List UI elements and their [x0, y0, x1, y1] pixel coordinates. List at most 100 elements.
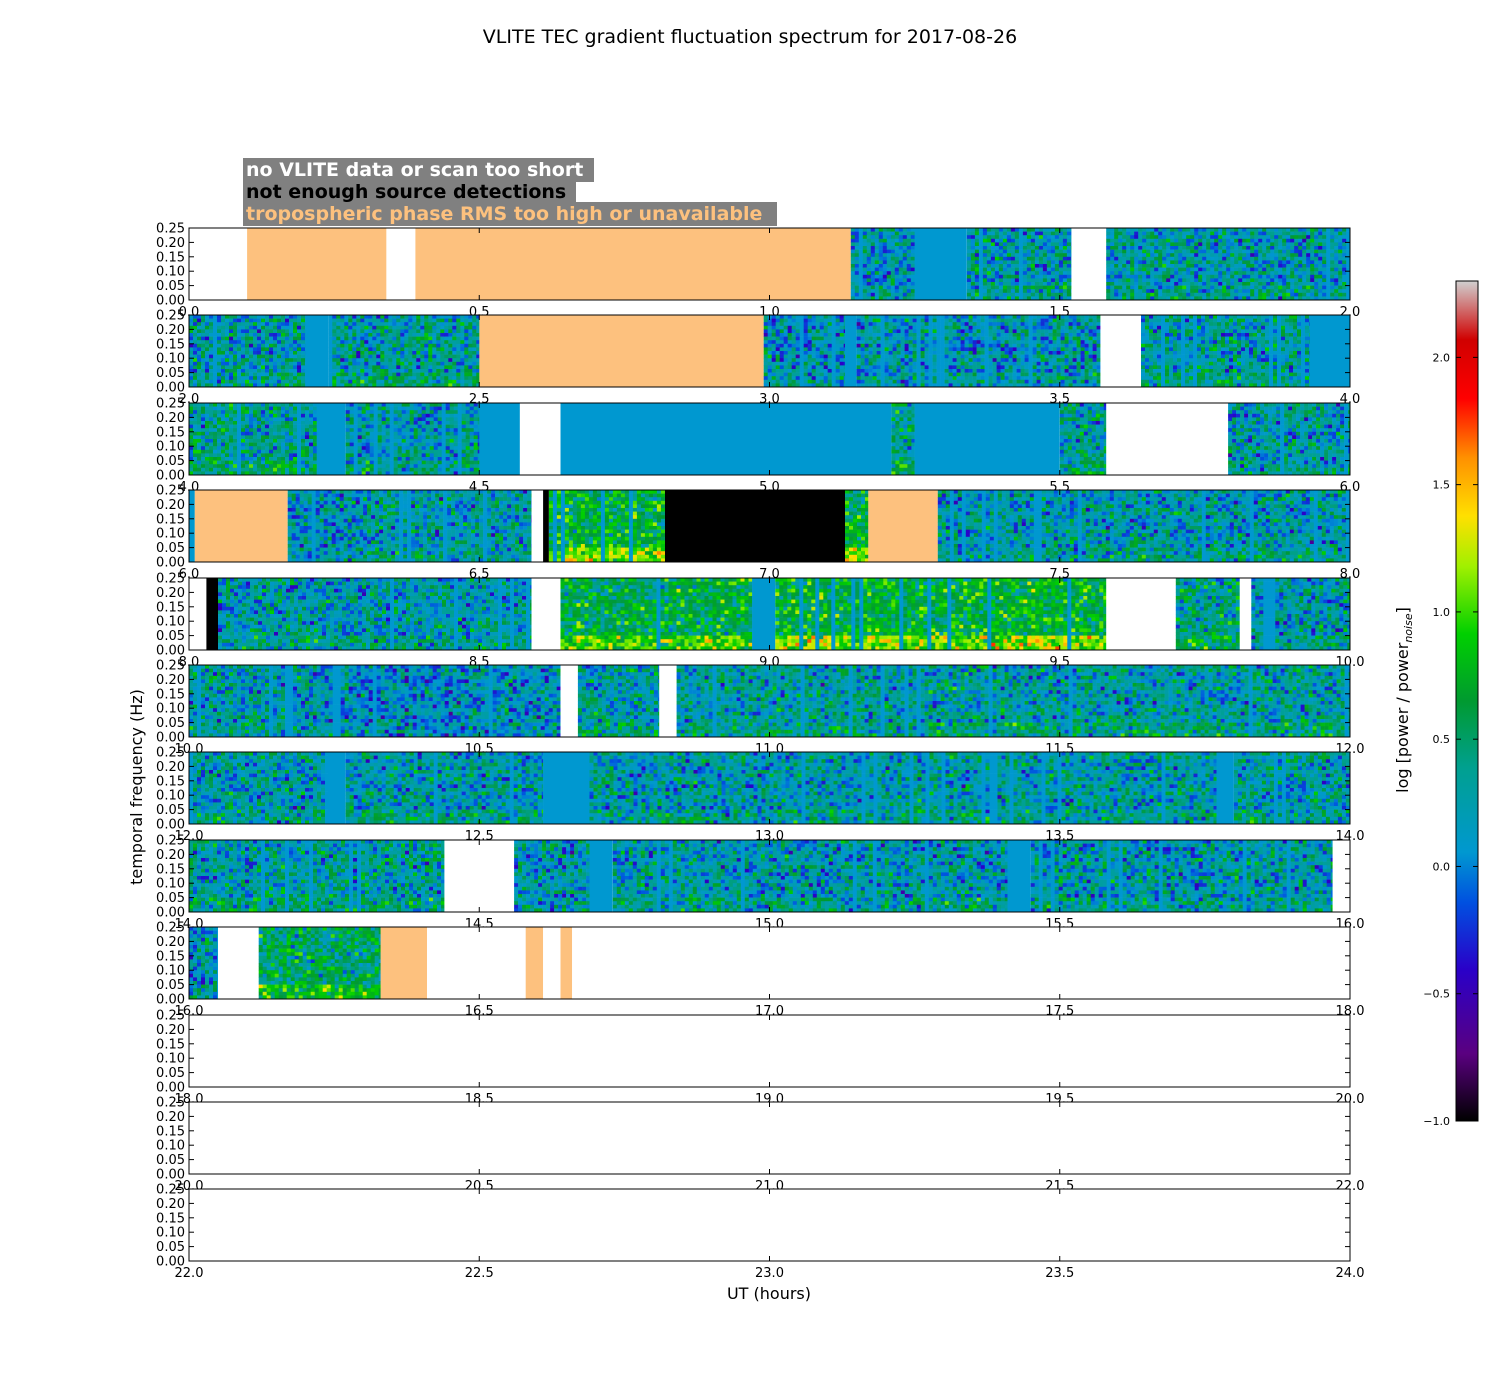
spectrum-cell [1146, 286, 1150, 290]
spectrum-cell [1055, 257, 1059, 261]
spectrum-cell [895, 257, 899, 261]
spectrum-cell [1055, 293, 1059, 297]
spectrum-cell [903, 282, 907, 286]
spectrum-cell [1326, 293, 1330, 297]
spectrum-cell [1134, 246, 1138, 250]
spectrum-cell [273, 362, 277, 366]
spectrum-cell [949, 347, 953, 351]
panels: 0.000.050.100.150.200.250.0 0.5 1.0 1.5 2.00… [156, 222, 1364, 1282]
spectrum-cell [772, 376, 776, 380]
spectrum-cell [237, 344, 241, 348]
spectrum-cell [440, 340, 444, 344]
spectrum-cell [1282, 235, 1286, 239]
spectrum-cell [1025, 351, 1029, 355]
spectrum-cell [861, 340, 865, 344]
spectrum-cell [201, 373, 205, 377]
spectrum-cell [780, 347, 784, 351]
spectrum-cell [879, 239, 883, 243]
spectrum-cell [889, 355, 893, 359]
spectrum-cell [1065, 355, 1069, 359]
spectrum-cell [991, 260, 995, 264]
spectrum-cell [873, 376, 877, 380]
spectrum-cell [907, 289, 911, 293]
spectrum-cell [217, 355, 221, 359]
spectrum-cell [1166, 260, 1170, 264]
spectrum-cell [1178, 264, 1182, 268]
spectrum-cell [1013, 365, 1017, 369]
spectrum-cell [1270, 282, 1274, 286]
spectrum-cell [1222, 275, 1226, 279]
spectrum-cell [933, 369, 937, 373]
spectrum-cell [1025, 347, 1029, 351]
spectrum-cell [1001, 344, 1005, 348]
spectrum-cell [233, 319, 237, 323]
spectrum-cell [784, 315, 788, 319]
spectrum-cell [241, 340, 245, 344]
spectrum-cell [1029, 376, 1033, 380]
spectrum-cell [832, 326, 836, 330]
spectrum-cell [832, 373, 836, 377]
spectrum-cell [764, 380, 768, 384]
spectrum-cell [1015, 282, 1019, 286]
spectrum-cell [1266, 257, 1270, 261]
spectrum-cell [1150, 268, 1154, 272]
spectrum-cell [1330, 271, 1334, 275]
spectrum-cell [328, 355, 332, 359]
spectrum-cell [1182, 282, 1186, 286]
spectrum-cell [1049, 326, 1053, 330]
spectrum-cell [855, 250, 859, 254]
spectrum-cell [953, 362, 957, 366]
spectrum-cell [975, 232, 979, 236]
spectrum-cell [1250, 228, 1254, 232]
spectrum-cell [1039, 242, 1043, 246]
spectrum-cell [871, 253, 875, 257]
spectrum-cell [348, 358, 352, 362]
spectrum-cell [820, 380, 824, 384]
spectrum-cell [812, 340, 816, 344]
spectrum-cell [895, 264, 899, 268]
spectrum-cell [197, 344, 201, 348]
spectrum-cell [1067, 246, 1071, 250]
spectrum-cell [1334, 268, 1338, 272]
spectrum-cell [189, 333, 193, 337]
spectrum-cell [368, 351, 372, 355]
spectrum-cell [1222, 232, 1226, 236]
spectrum-cell [999, 232, 1003, 236]
spectrum-cell [979, 228, 983, 232]
spectrum-cell [907, 239, 911, 243]
spectrum-cell [875, 264, 879, 268]
spectrum-cell [1150, 239, 1154, 243]
spectrum-cell [1322, 239, 1326, 243]
spectrum-cell [404, 355, 408, 359]
spectrum-cell [973, 340, 977, 344]
spectrum-cell [828, 369, 832, 373]
spectrum-cell [1198, 289, 1202, 293]
spectrum-cell [857, 380, 861, 384]
spectrum-cell [1059, 253, 1063, 257]
spectrum-cell [1250, 250, 1254, 254]
spectrum-cell [428, 376, 432, 380]
spectrum-cell [1033, 326, 1037, 330]
spectrum-cell [1318, 253, 1322, 257]
spectrum-cell [1047, 232, 1051, 236]
spectrum-cell [1218, 242, 1222, 246]
spectrum-cell [1142, 246, 1146, 250]
spectrum-cell [1158, 257, 1162, 261]
spectrum-cell [336, 358, 340, 362]
spectrum-cell [1047, 282, 1051, 286]
spectrum-cell [1218, 250, 1222, 254]
spectrum-cell [1206, 264, 1210, 268]
spectrum-cell [1017, 337, 1021, 341]
spectrum-cell [1278, 260, 1282, 264]
spectrum-cell [1110, 289, 1114, 293]
spectrum-cell [881, 344, 885, 348]
spectrum-cell [1274, 228, 1278, 232]
spectrum-cell [1178, 275, 1182, 279]
spectrum-cell [1106, 293, 1110, 297]
spectrum-cell [384, 326, 388, 330]
spectrum-cell [213, 319, 217, 323]
spectrum-cell [1037, 376, 1041, 380]
spectrum-cell [1166, 293, 1170, 297]
spectrum-cell [1338, 228, 1342, 232]
spectrum-cell [905, 340, 909, 344]
